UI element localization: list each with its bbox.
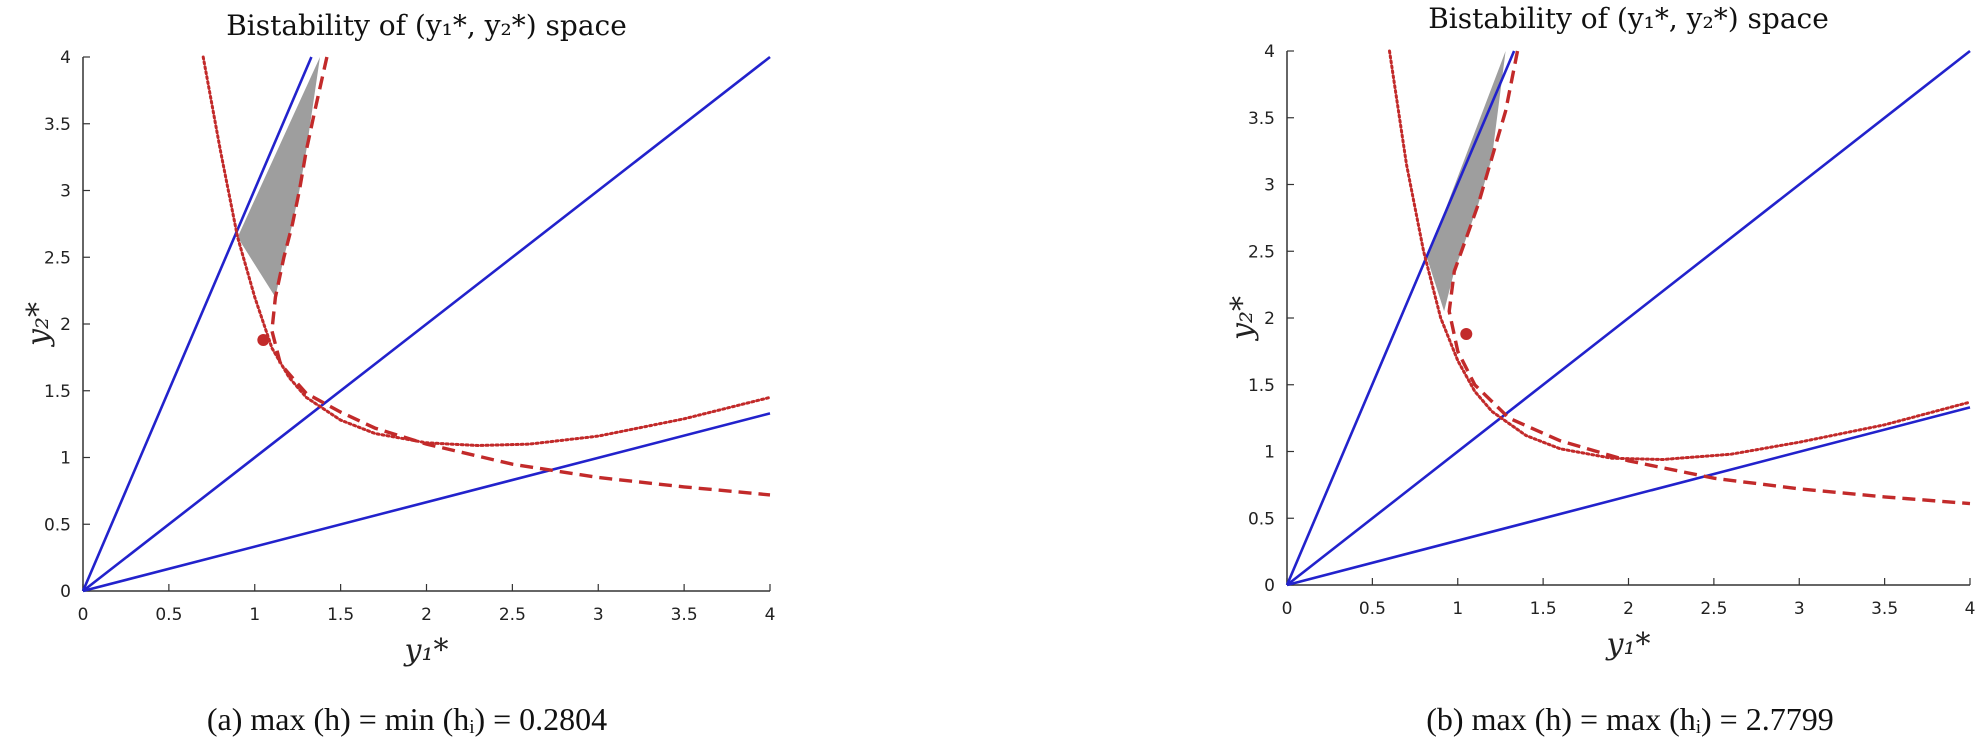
x-tick-label: 0 xyxy=(78,605,89,625)
solid-line-series xyxy=(82,55,771,593)
x-tick-label: 0 xyxy=(1282,599,1293,619)
solid-line-series xyxy=(81,56,313,592)
bistability-region xyxy=(237,57,320,298)
solid-line-series xyxy=(1285,50,1516,586)
dashed-curve-series xyxy=(270,56,771,497)
x-tick-label: 2 xyxy=(1623,599,1634,619)
x-tick-label: 4 xyxy=(765,605,776,625)
chart-panel-1: Bistability of (y₁*, y₂*) space 00 0.5 0.5 1… xyxy=(1225,2,1975,737)
chart-title: Bistability of (y₁*, y₂*) space xyxy=(226,9,627,42)
y-axis-label: y₂* xyxy=(1225,296,1260,342)
x-tick-label: 4 xyxy=(1965,599,1976,619)
x-tick-label: 3.5 xyxy=(671,605,698,625)
equilibrium-point-marker xyxy=(257,334,270,347)
y-tick-label: 4 xyxy=(60,48,71,68)
y-tick-label: 0 xyxy=(60,582,71,602)
figure-caption: (b) max (h) = max (hᵢ) = 2.7799 xyxy=(1426,701,1833,737)
x-tick-label: 2.5 xyxy=(499,605,526,625)
y-tick-label: 1.5 xyxy=(44,382,71,402)
x-tick-label: 0.5 xyxy=(1359,599,1386,619)
y-tick-label: 4 xyxy=(1264,42,1275,62)
y-tick-label: 0 xyxy=(1264,576,1275,596)
x-axis-label: y₁* xyxy=(1605,627,1651,662)
x-tick-label: 1 xyxy=(249,605,260,625)
x-tick-label: 3.5 xyxy=(1871,599,1898,619)
y-tick-label: 1.5 xyxy=(1248,376,1275,396)
y-tick-label: 1 xyxy=(60,449,71,469)
y-tick-label: 0.5 xyxy=(44,515,71,535)
bistability-region xyxy=(1427,51,1506,312)
chart-panel-0: Bistability of (y₁*, y₂*) space 00 0.5 0.5 1… xyxy=(21,9,775,737)
y-tick-label: 3 xyxy=(1264,176,1275,196)
x-tick-label: 0.5 xyxy=(155,605,182,625)
y-tick-label: 1 xyxy=(1264,443,1275,463)
solid-line-series xyxy=(1286,49,1971,587)
x-axis-label: y₁* xyxy=(403,633,449,668)
x-tick-label: 3 xyxy=(593,605,604,625)
y-tick-label: 2 xyxy=(60,315,71,335)
dotted-curve-series xyxy=(201,55,772,448)
x-tick-label: 1 xyxy=(1452,599,1463,619)
x-tick-label: 2 xyxy=(421,605,432,625)
x-tick-label: 3 xyxy=(1794,599,1805,619)
x-tick-label: 1.5 xyxy=(1530,599,1557,619)
y-tick-label: 2.5 xyxy=(44,248,71,268)
dashed-curve-series xyxy=(1447,50,1971,506)
y-tick-label: 3.5 xyxy=(1248,109,1275,129)
y-tick-label: 2 xyxy=(1264,309,1275,329)
solid-line-series xyxy=(82,412,771,593)
y-tick-label: 0.5 xyxy=(1248,509,1275,529)
dotted-curve-series xyxy=(1388,49,1972,462)
solid-line-series xyxy=(1286,406,1971,587)
y-tick-label: 2.5 xyxy=(1248,242,1275,262)
y-tick-label: 3 xyxy=(60,182,71,202)
figure-caption: (a) max (h) = min (hᵢ) = 0.2804 xyxy=(207,701,607,737)
equilibrium-point-marker xyxy=(1460,328,1473,341)
chart-title: Bistability of (y₁*, y₂*) space xyxy=(1428,2,1829,35)
x-tick-label: 1.5 xyxy=(327,605,354,625)
y-tick-label: 3.5 xyxy=(44,115,71,135)
x-tick-label: 2.5 xyxy=(1700,599,1727,619)
y-axis-label: y₂* xyxy=(21,302,56,348)
